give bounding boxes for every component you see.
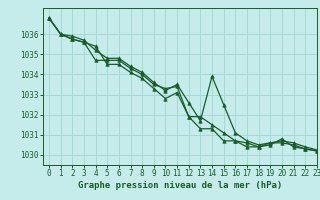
X-axis label: Graphe pression niveau de la mer (hPa): Graphe pression niveau de la mer (hPa) bbox=[78, 181, 282, 190]
